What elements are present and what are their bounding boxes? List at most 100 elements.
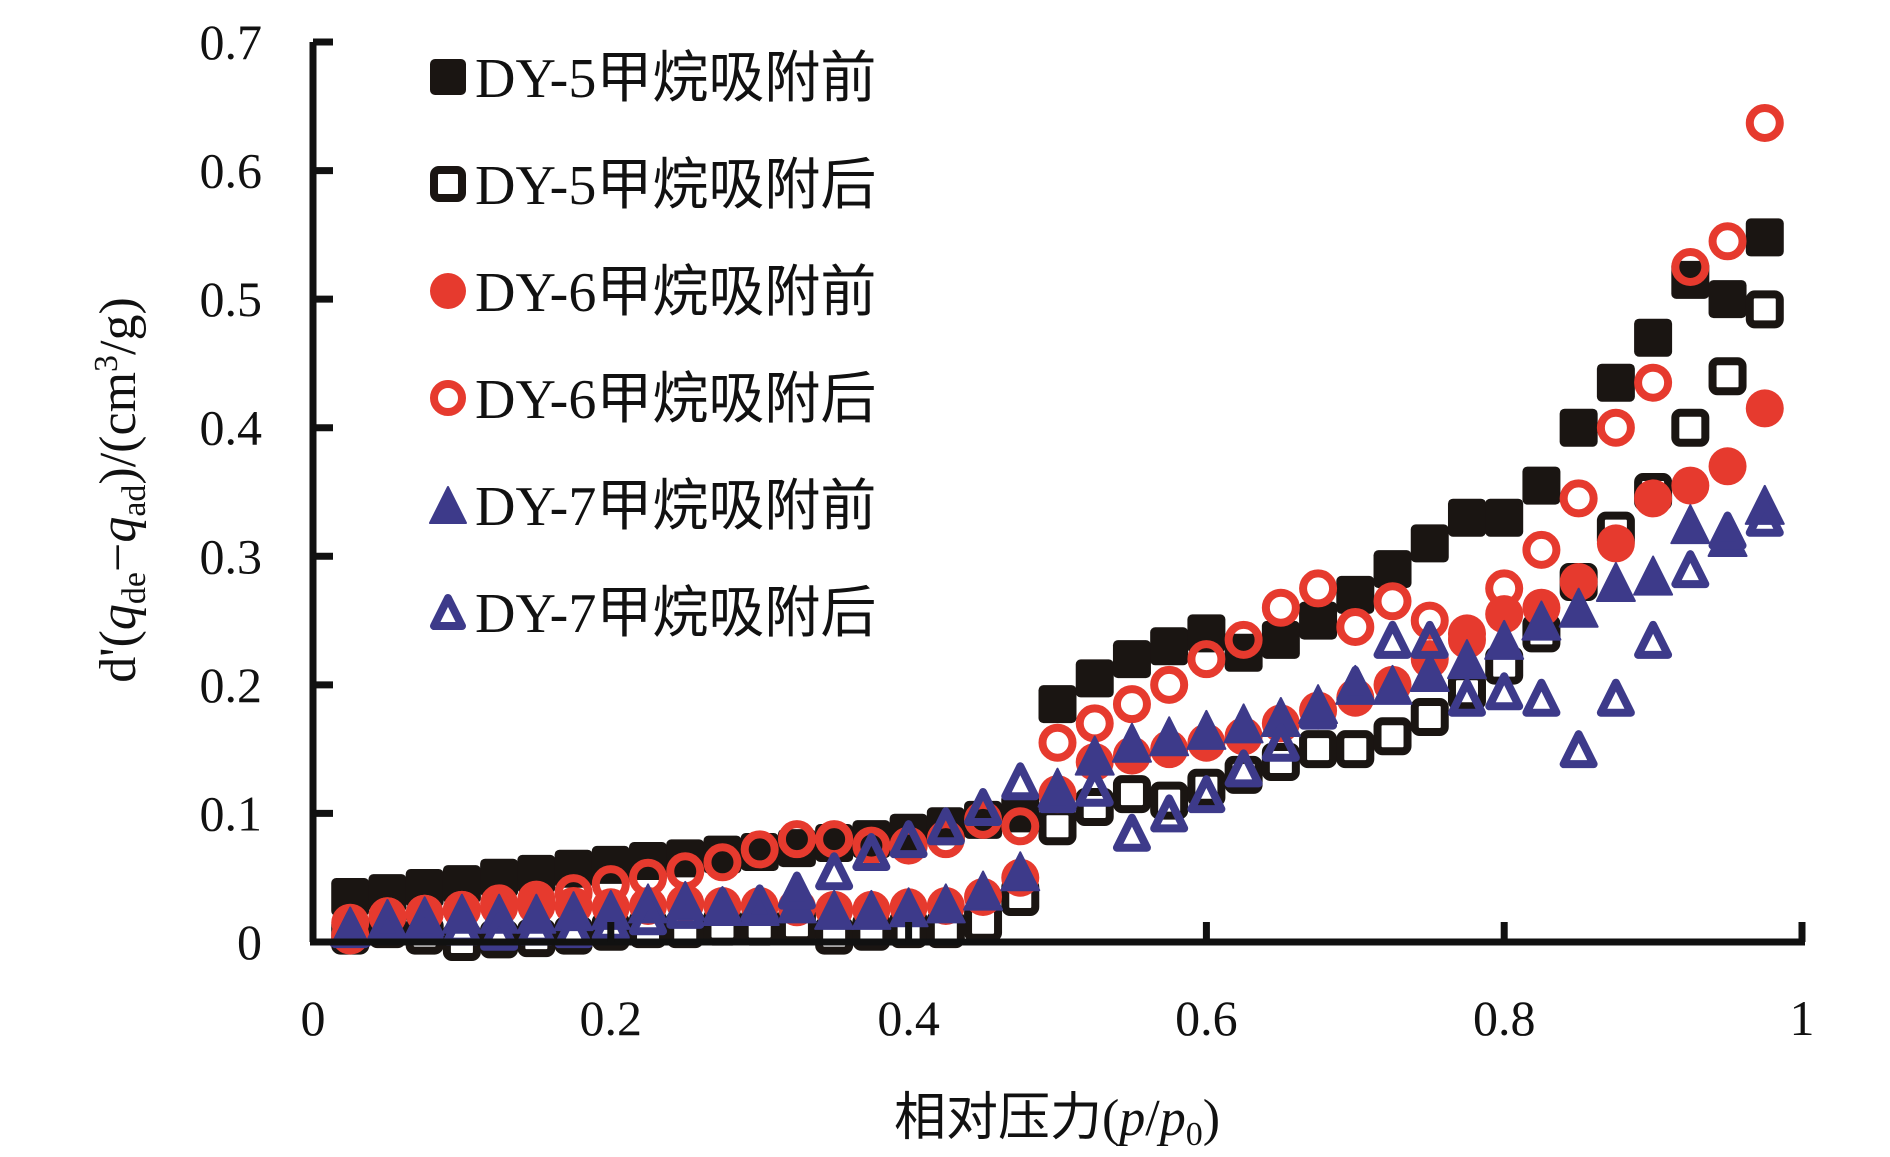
data-point	[1410, 524, 1449, 563]
data-point	[368, 903, 407, 942]
legend-item: DY-7甲烷吸附后	[430, 583, 876, 645]
y-tick-label: 0	[237, 914, 262, 970]
data-point	[1745, 389, 1784, 428]
data-point	[1299, 601, 1338, 640]
data-point	[1038, 685, 1077, 724]
legend-marker-icon	[429, 486, 467, 524]
data-point	[1745, 104, 1784, 142]
data-point	[1559, 479, 1598, 518]
data-point	[1708, 222, 1747, 261]
y-tick-label: 0.1	[200, 785, 263, 841]
data-point	[1522, 678, 1561, 717]
data-point	[666, 890, 705, 929]
data-point	[1671, 466, 1710, 505]
data-point	[964, 788, 1003, 826]
data-point	[1038, 723, 1077, 762]
y-tick-label: 0.3	[200, 528, 263, 584]
data-point	[1559, 730, 1598, 769]
data-point	[1187, 768, 1226, 807]
x-ticks: 0 0.2 0.4 0.6 0.8 1	[301, 922, 1815, 1046]
data-point	[1261, 723, 1300, 762]
data-point	[480, 912, 519, 951]
legend-marker-icon	[430, 59, 466, 95]
data-point	[1409, 652, 1450, 692]
data-point	[963, 870, 1004, 911]
x-tick-label: 0.8	[1473, 990, 1536, 1046]
data-point	[852, 833, 891, 871]
data-point	[1001, 762, 1040, 801]
data-point	[1150, 781, 1189, 820]
x-tick-label: 0	[301, 990, 326, 1046]
data-point	[1336, 608, 1375, 646]
data-point	[889, 820, 928, 859]
data-point	[1299, 730, 1338, 769]
data-point	[740, 830, 779, 869]
data-point	[1596, 524, 1635, 563]
data-point	[1596, 408, 1635, 447]
data-point	[1186, 709, 1227, 750]
data-point	[1075, 788, 1114, 826]
plot-area	[330, 104, 1785, 961]
x-tick-label: 0.4	[877, 990, 940, 1046]
data-point	[1708, 511, 1747, 550]
data-point	[1149, 716, 1190, 757]
data-point	[1485, 672, 1524, 711]
legend-label: DY-6甲烷吸附后	[475, 369, 876, 431]
x-axis-title: 相对压力(p/p0)	[894, 1090, 1220, 1153]
data-point	[1521, 600, 1562, 641]
legend-item: DY-7甲烷吸附前	[429, 476, 876, 538]
data-point	[1671, 408, 1710, 447]
data-point	[815, 852, 854, 891]
data-point	[851, 889, 892, 930]
y-ticks: 0 0.1 0.2 0.3 0.4 0.5 0.6 0.7	[200, 14, 333, 970]
data-point	[1299, 569, 1338, 608]
data-point	[1187, 775, 1226, 814]
data-point	[1410, 601, 1449, 640]
data-point	[1485, 498, 1524, 537]
data-point	[1708, 447, 1747, 486]
data-point	[1224, 749, 1263, 788]
data-point	[1150, 627, 1189, 666]
legend-item: DY-5甲烷吸附后	[430, 155, 876, 217]
data-point	[1373, 620, 1412, 659]
data-point	[1000, 851, 1041, 892]
data-point	[1111, 722, 1152, 763]
legend-label: DY-7甲烷吸附前	[475, 476, 876, 538]
data-point	[1596, 678, 1635, 717]
data-point	[1634, 620, 1673, 659]
data-point	[1558, 587, 1599, 628]
y-tick-label: 0.6	[200, 143, 263, 199]
data-point	[1112, 775, 1151, 814]
data-point	[1075, 659, 1114, 698]
legend-item: DY-6甲烷吸附后	[430, 369, 876, 431]
data-point	[1559, 408, 1598, 447]
data-point	[852, 826, 891, 865]
data-point	[1001, 807, 1040, 846]
x-tick-label: 1	[1790, 990, 1815, 1046]
data-point	[1038, 807, 1077, 846]
data-point	[1410, 620, 1449, 659]
data-point	[703, 835, 742, 874]
data-point	[777, 829, 816, 868]
y-tick-label: 0.4	[200, 400, 263, 456]
data-point	[1485, 569, 1524, 608]
y-tick-label: 0.5	[200, 271, 263, 327]
data-point	[1112, 640, 1151, 679]
data-point	[1261, 588, 1300, 627]
data-point	[1336, 665, 1375, 704]
data-point	[1708, 357, 1747, 396]
data-point	[1150, 794, 1189, 833]
data-point	[1112, 813, 1151, 852]
data-point	[1075, 768, 1114, 807]
y-tick-label: 0.7	[200, 14, 263, 70]
x-tick-label: 0.6	[1175, 990, 1238, 1046]
data-point	[1745, 218, 1784, 257]
data-point	[1671, 248, 1710, 286]
data-point	[1596, 363, 1635, 402]
data-point	[703, 887, 742, 925]
data-point	[1559, 563, 1598, 601]
legend-marker-icon	[430, 594, 466, 630]
data-point	[814, 889, 855, 930]
data-point	[1670, 504, 1711, 545]
